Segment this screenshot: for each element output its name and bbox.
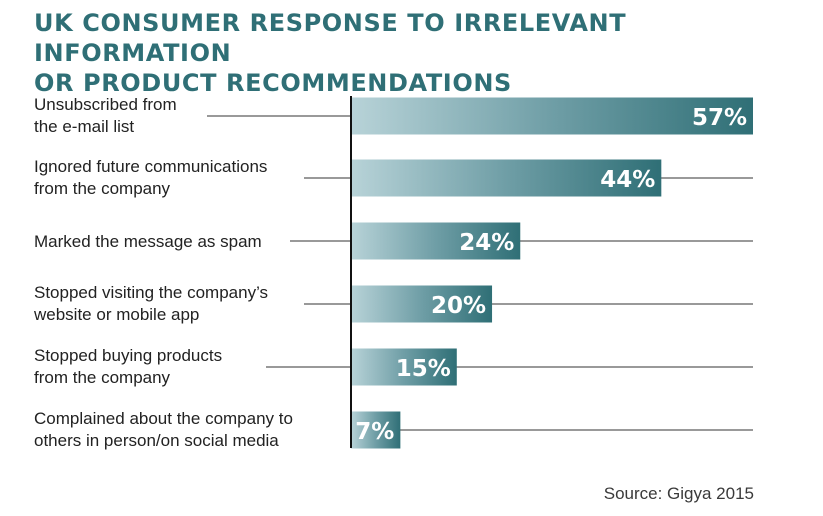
category-label-6-line-1: Complained about the company to	[34, 409, 293, 428]
category-label-4-line-2: website or mobile app	[33, 305, 199, 324]
category-label-5-line-1: Stopped buying products	[34, 346, 222, 365]
category-label-5-line-2: from the company	[34, 368, 171, 387]
bar-6	[351, 411, 401, 449]
bar-2	[351, 159, 662, 197]
category-label-6: Complained about the company to others in…	[34, 409, 293, 450]
bar-4	[351, 285, 493, 323]
category-label-2: Ignored future communications from the co…	[34, 157, 267, 198]
chart-title-line-2: OR PRODUCT RECOMMENDATIONS	[34, 69, 512, 97]
bar-5	[351, 348, 457, 386]
value-label-6: 7%	[355, 419, 394, 445]
chart-title: UK CONSUMER RESPONSE TO IRRELEVANT INFOR…	[34, 8, 794, 98]
chart-title-line-1: UK CONSUMER RESPONSE TO IRRELEVANT INFOR…	[34, 9, 627, 67]
category-labels: Unsubscribed from the e-mail list Ignored …	[33, 95, 293, 450]
category-label-3: Marked the message as spam	[34, 232, 262, 251]
value-label-2: 44%	[600, 167, 655, 193]
category-label-1-line-1: Unsubscribed from	[34, 95, 177, 114]
value-label-5: 15%	[396, 356, 451, 382]
value-label-1: 57%	[692, 105, 747, 131]
source-note: Source: Gigya 2015	[603, 484, 754, 503]
bar-1	[351, 97, 753, 135]
category-label-3-line-1: Marked the message as spam	[34, 232, 262, 251]
value-label-4: 20%	[431, 293, 486, 319]
category-label-4-line-1: Stopped visiting the company’s	[34, 283, 268, 302]
value-label-3: 24%	[459, 230, 514, 256]
category-label-1-line-2: the e-mail list	[34, 117, 134, 136]
bars	[351, 97, 753, 449]
category-label-5: Stopped buying products from the company	[34, 346, 222, 387]
category-label-4: Stopped visiting the company’s website or…	[33, 283, 268, 324]
category-label-2-line-1: Ignored future communications	[34, 157, 267, 176]
category-label-2-line-2: from the company	[34, 179, 171, 198]
category-label-6-line-2: others in person/on social media	[34, 431, 279, 450]
bar-3	[351, 222, 521, 260]
value-labels: 57% 44% 24% 20% 15% 7%	[355, 105, 747, 445]
category-label-1: Unsubscribed from the e-mail list	[34, 95, 177, 136]
